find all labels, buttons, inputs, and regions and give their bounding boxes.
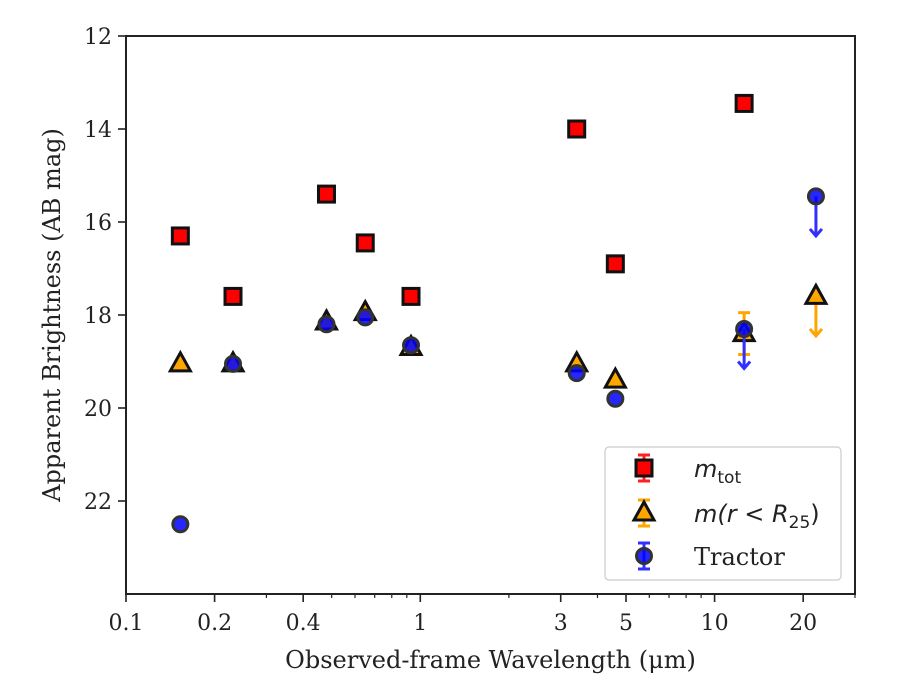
legend-mtot-marker <box>634 458 654 478</box>
y-axis-label: Apparent Brightness (AB mag) <box>38 128 66 503</box>
tractor-point <box>171 515 190 534</box>
legend-tractor-marker <box>635 547 653 565</box>
mtot-point <box>734 93 754 113</box>
plot-frame <box>125 35 856 595</box>
tractor-point <box>567 364 586 383</box>
mtot-point <box>401 286 421 306</box>
x-tick-label: 0.4 <box>286 611 321 636</box>
x-tick-label: 5 <box>619 611 633 636</box>
mr25-point <box>167 349 193 373</box>
x-tick-label: 10 <box>701 611 729 636</box>
y-tick-label: 12 <box>84 25 112 50</box>
x-tick-label: 20 <box>789 611 817 636</box>
tractor-point <box>356 308 375 327</box>
legend-box <box>604 446 842 581</box>
legend-tractor-label: Tractor <box>694 543 785 571</box>
legend-mr25-label: m(r < R25) <box>694 500 820 533</box>
x-tick-label: 0.1 <box>109 611 144 636</box>
mtot-point <box>355 233 375 253</box>
tractor-point <box>806 187 825 206</box>
x-tick-label: 1 <box>413 611 427 636</box>
legend: mtot m(r < R25) Tractor <box>604 446 842 581</box>
tractor-point <box>224 354 243 373</box>
x-tick-label: 0.2 <box>197 611 232 636</box>
ticks-layer: 0.1 0.2 0.4 1 3 5 10 20 12 14 16 18 20 22 <box>84 25 856 636</box>
mtot-point <box>170 226 190 246</box>
y-tick-label: 16 <box>84 211 112 236</box>
legend-mtot-label: mtot <box>694 455 741 488</box>
tractor-point <box>402 336 421 355</box>
y-tick-label: 14 <box>84 118 112 143</box>
mtot-point <box>223 286 243 306</box>
y-tick-label: 20 <box>84 397 112 422</box>
points-layer <box>167 93 829 534</box>
x-tick-label: 3 <box>554 611 568 636</box>
mr25-point <box>602 366 628 389</box>
mtot-point <box>567 119 587 139</box>
y-tick-label: 18 <box>84 304 112 329</box>
tractor-point <box>606 389 625 408</box>
mtot-point <box>605 254 625 274</box>
tractor-point <box>735 319 754 338</box>
legend-mr25-marker <box>631 498 657 522</box>
x-axis-label: Observed-frame Wavelength (μm) <box>285 646 696 674</box>
tractor-point <box>317 315 336 334</box>
y-tick-label: 22 <box>84 490 112 515</box>
mr25-point <box>803 282 829 305</box>
mtot-point <box>316 184 336 204</box>
